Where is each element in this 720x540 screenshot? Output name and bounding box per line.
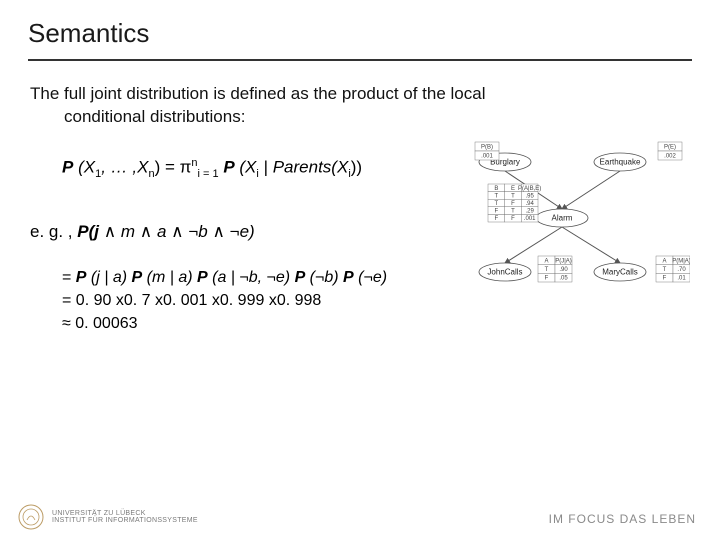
eg-and1: ∧: [104, 222, 116, 241]
svg-text:Earthquake: Earthquake: [600, 158, 641, 167]
f-X1: X: [84, 158, 95, 177]
f-end: )): [351, 158, 362, 177]
c1m: P: [343, 269, 354, 286]
svg-text:P(J|A): P(J|A): [555, 258, 572, 264]
svg-text:F: F: [494, 209, 498, 215]
c1o: e): [373, 269, 387, 286]
svg-text:.001: .001: [481, 154, 493, 160]
eg-and4: ∧: [212, 222, 224, 241]
footer-motto: IM FOCUS DAS LEBEN: [549, 512, 696, 526]
eg-b: b: [198, 222, 212, 241]
c1l: b): [324, 269, 343, 286]
c1f: P: [197, 269, 208, 286]
uni-line2: INSTITUT FÜR INFORMATIONSSYSTEME: [52, 517, 198, 524]
intro-text: The full joint distribution is defined a…: [28, 83, 692, 129]
eg-and2: ∧: [140, 222, 152, 241]
f-Xi: X: [245, 158, 256, 177]
uni-line1: UNIVERSITÄT ZU LÜBECK: [52, 510, 198, 517]
footer-text: UNIVERSITÄT ZU LÜBECK INSTITUT FÜR INFOR…: [52, 510, 198, 524]
c1b: P: [76, 269, 87, 286]
intro-line1: The full joint distribution is defined a…: [30, 84, 486, 103]
svg-text:P(E): P(E): [664, 145, 676, 151]
c1i: e): [276, 269, 295, 286]
svg-text:.94: .94: [525, 201, 534, 207]
eg-a: a: [152, 222, 171, 241]
eg-and3: ∧: [171, 222, 183, 241]
f-parents: Parents(X: [273, 158, 349, 177]
eg-m: m: [116, 222, 140, 241]
svg-text:Alarm: Alarm: [552, 214, 573, 223]
footer-left: UNIVERSITÄT ZU LÜBECK INSTITUT FÜR INFOR…: [18, 504, 198, 530]
page-title: Semantics: [28, 18, 692, 49]
university-seal-icon: [18, 504, 44, 530]
svg-text:B: B: [494, 186, 498, 192]
svg-text:.001: .001: [524, 216, 536, 222]
f-bar: |: [259, 158, 273, 177]
c1k: (: [305, 269, 315, 286]
f-P2: P: [219, 158, 235, 177]
f-X2: X: [137, 158, 148, 177]
f-prodsub: i = 1: [197, 168, 218, 180]
svg-text:JohnCalls: JohnCalls: [487, 268, 522, 277]
eg-P: P(j: [77, 222, 103, 241]
eg-not1: ¬: [188, 222, 198, 241]
svg-text:.90: .90: [559, 267, 568, 273]
svg-text:.29: .29: [525, 209, 534, 215]
f-prod: π: [180, 158, 192, 177]
c1d: P: [132, 269, 143, 286]
svg-text:T: T: [663, 267, 667, 273]
svg-text:F: F: [511, 216, 515, 222]
eg-not2: ¬: [230, 222, 240, 241]
c3sym: ≈: [62, 315, 71, 332]
svg-text:P(M|A): P(M|A): [672, 258, 690, 264]
formula-P1: P: [62, 158, 73, 177]
c3val: 0. 00063: [71, 315, 138, 332]
svg-text:A: A: [662, 258, 666, 264]
title-divider: [28, 59, 692, 61]
c1n2: ¬: [267, 269, 276, 286]
calc-line3: ≈ 0. 00063: [62, 312, 692, 335]
f-open2: (: [235, 158, 245, 177]
svg-text:F: F: [663, 276, 667, 282]
c1j: P: [295, 269, 306, 286]
eg-e: e): [240, 222, 255, 241]
diagram-svg: BurglaryEarthquakeAlarmJohnCallsMaryCall…: [470, 140, 690, 300]
f-open1: (: [73, 158, 83, 177]
svg-text:.95: .95: [525, 193, 534, 199]
f-eq: ) =: [155, 158, 180, 177]
svg-text:.70: .70: [677, 267, 686, 273]
c1n1: ¬: [239, 269, 248, 286]
svg-text:T: T: [545, 267, 549, 273]
svg-text:.002: .002: [664, 154, 676, 160]
bayes-net-diagram: BurglaryEarthquakeAlarmJohnCallsMaryCall…: [470, 140, 690, 300]
svg-text:T: T: [511, 209, 515, 215]
c1e: (m | a): [142, 269, 197, 286]
svg-text:T: T: [511, 193, 515, 199]
svg-text:A: A: [544, 258, 548, 264]
svg-text:.01: .01: [677, 276, 686, 282]
f-dots: , … ,: [101, 158, 137, 177]
c1a: =: [62, 269, 76, 286]
slide: Semantics The full joint distribution is…: [0, 0, 720, 540]
svg-text:F: F: [511, 201, 515, 207]
c1h: b,: [249, 269, 267, 286]
svg-text:P(B): P(B): [481, 145, 493, 151]
svg-text:P(A|B,E): P(A|B,E): [518, 186, 541, 192]
svg-text:.05: .05: [559, 276, 568, 282]
eg-prefix: e. g. ,: [30, 222, 77, 241]
svg-text:MaryCalls: MaryCalls: [602, 268, 638, 277]
svg-text:F: F: [545, 276, 549, 282]
svg-text:E: E: [511, 186, 515, 192]
svg-text:T: T: [494, 201, 498, 207]
c1g: (a |: [208, 269, 240, 286]
svg-text:T: T: [494, 193, 498, 199]
c1c: (j | a): [86, 269, 131, 286]
c1n4: ¬: [363, 269, 372, 286]
svg-text:F: F: [494, 216, 498, 222]
intro-line2: conditional distributions:: [30, 106, 245, 129]
c1n3: ¬: [315, 269, 324, 286]
